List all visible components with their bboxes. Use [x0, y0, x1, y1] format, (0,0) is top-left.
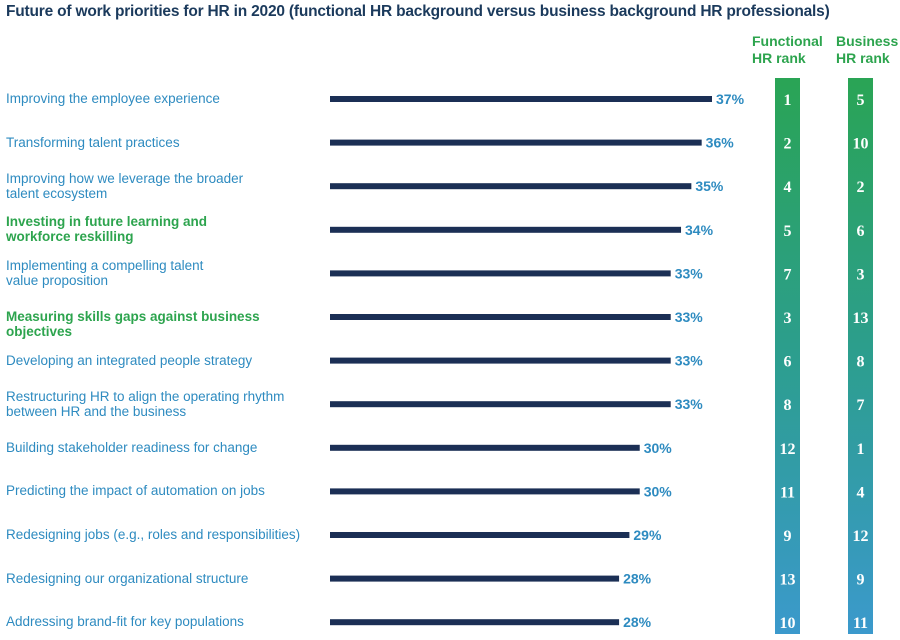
business-rank-header-line-1: Business: [836, 33, 899, 49]
bar-value-label: 33%: [675, 265, 704, 281]
business-rank-value: 8: [857, 354, 865, 371]
category-label: Redesigning our organizational structure: [6, 571, 326, 586]
category-label: Improving how we leverage the broader tal…: [6, 171, 326, 201]
functional-rank-value: 4: [784, 179, 792, 196]
category-label-line: between HR and the business: [6, 403, 187, 419]
business-rank-value: 6: [857, 223, 865, 240]
functional-rank-header: Functional HR rank: [752, 33, 823, 67]
category-label: Predicting the impact of automation on j…: [6, 483, 326, 498]
category-label: Implementing a compelling talent value pr…: [6, 258, 326, 288]
bar: [330, 401, 671, 408]
functional-rank-value: 13: [780, 572, 796, 589]
chart-title: Future of work priorities for HR in 2020…: [6, 3, 830, 20]
category-label-line: Improving how we leverage the broader: [6, 170, 244, 186]
business-rank-header: Business HR rank: [836, 33, 898, 67]
category-label: Restructuring HR to align the operating …: [6, 389, 326, 419]
functional-rank-value: 8: [784, 397, 792, 414]
bar-value-label: 30%: [644, 440, 673, 456]
category-label-line: Redesigning jobs (e.g., roles and respon…: [6, 527, 301, 542]
category-label-line: Developing an integrated people strategy: [6, 352, 253, 368]
category-label-line: Addressing brand-fit for key populations: [6, 614, 244, 630]
bar-value-label: 33%: [675, 353, 704, 369]
bar: [330, 575, 620, 582]
category-label-line: value proposition: [6, 272, 109, 288]
business-rank-value: 4: [857, 484, 865, 501]
functional-rank-column: [775, 78, 800, 634]
bar: [330, 444, 640, 451]
bar: [330, 619, 620, 626]
functional-rank-value: 3: [784, 310, 792, 327]
category-label-line: workforce reskilling: [6, 229, 134, 245]
business-rank-value: 5: [857, 92, 865, 109]
bar: [330, 183, 692, 190]
business-rank-value: 13: [853, 310, 869, 327]
bar: [330, 96, 712, 102]
bar: [330, 139, 702, 146]
category-label: Transforming talent practices: [6, 135, 326, 150]
functional-rank-value: 7: [784, 266, 792, 283]
category-label-line: Investing in future learning and: [6, 214, 208, 230]
bar: [330, 270, 671, 277]
business-rank-value: 9: [857, 572, 865, 589]
bar-value-label: 37%: [716, 91, 745, 107]
business-rank-value: 12: [853, 528, 869, 545]
category-label: Improving the employee experience: [6, 91, 326, 106]
bar-value-label: 30%: [644, 483, 673, 499]
category-label-line: Transforming talent practices: [6, 134, 180, 150]
business-rank-value: 3: [857, 266, 865, 283]
business-rank-value: 11: [853, 615, 868, 632]
category-label-line: Restructuring HR to align the operating …: [6, 388, 285, 404]
functional-rank-value: 5: [784, 223, 792, 240]
functional-rank-value: 11: [780, 484, 795, 501]
functional-rank-value: 10: [780, 615, 796, 632]
bar-value-label: 34%: [685, 222, 714, 238]
functional-rank-header-line-2: HR rank: [752, 50, 806, 66]
category-label-line: Redesigning our organizational structure: [6, 570, 249, 586]
category-label-line: Improving the employee experience: [6, 91, 220, 106]
functional-rank-value: 1: [784, 92, 792, 109]
category-label-line: Predicting the impact of automation on j…: [6, 483, 265, 499]
bar-value-label: 29%: [633, 527, 662, 543]
category-label-line: talent ecosystem: [6, 185, 108, 201]
bar: [330, 357, 671, 364]
business-rank-value: 10: [853, 136, 869, 153]
category-label-line: Measuring skills gaps against business o…: [6, 309, 260, 339]
category-label: Redesigning jobs (e.g., roles and respon…: [6, 527, 326, 542]
business-rank-value: 1: [857, 441, 865, 458]
category-label: Measuring skills gaps against business o…: [6, 309, 326, 339]
bar-value-label: 35%: [695, 178, 724, 194]
bar-value-label: 28%: [623, 614, 652, 630]
functional-rank-header-line-1: Functional: [752, 33, 823, 49]
business-rank-header-line-2: HR rank: [836, 50, 890, 66]
bar: [330, 532, 630, 538]
bar-value-label: 33%: [675, 396, 704, 412]
bar-value-label: 36%: [706, 135, 735, 151]
functional-rank-value: 6: [784, 354, 792, 371]
bar-value-label: 28%: [623, 571, 652, 587]
category-label-line: Building stakeholder readiness for chang…: [6, 439, 258, 455]
business-rank-value: 2: [857, 179, 865, 196]
functional-rank-value: 12: [780, 441, 796, 458]
category-label-line: Implementing a compelling talent: [6, 257, 204, 273]
business-rank-column: [848, 78, 873, 634]
bar: [330, 314, 671, 320]
category-label: Investing in future learning and workforc…: [6, 214, 326, 244]
functional-rank-value: 2: [784, 136, 792, 153]
bar-value-label: 33%: [675, 309, 704, 325]
category-label: Building stakeholder readiness for chang…: [6, 440, 326, 455]
bar: [330, 226, 682, 233]
functional-rank-value: 9: [784, 528, 792, 545]
category-label: Addressing brand-fit for key populations: [6, 614, 326, 629]
bar: [330, 488, 640, 495]
business-rank-value: 7: [857, 397, 865, 414]
category-label: Developing an integrated people strategy: [6, 353, 326, 368]
